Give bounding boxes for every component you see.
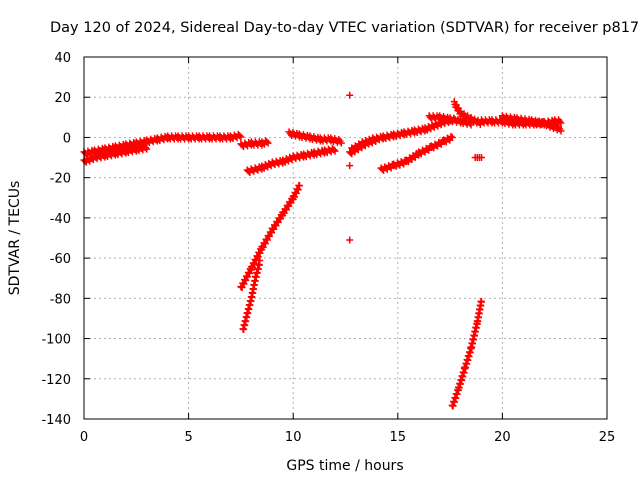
- y-tick-label: -80: [50, 292, 71, 307]
- data-point-0: [237, 133, 245, 141]
- grid-lines: [83, 56, 608, 420]
- y-tick-label: -60: [50, 252, 71, 267]
- data-point-1: [143, 145, 151, 153]
- chart-title: Day 120 of 2024, Sidereal Day-to-day VTE…: [50, 20, 639, 36]
- data-point-3: [331, 147, 339, 155]
- data-point-9: [448, 133, 456, 141]
- data-point-16: [346, 91, 354, 99]
- y-tick-label: -40: [50, 212, 71, 227]
- y-tick-label: 40: [54, 51, 71, 66]
- data-point-2: [263, 138, 271, 146]
- plot-frame: [83, 56, 608, 420]
- x-axis-label: GPS time / hours: [286, 458, 403, 474]
- data-point-6: [256, 257, 264, 265]
- x-tick-label: 5: [184, 430, 192, 445]
- data-point-15: [477, 154, 485, 162]
- data-point-1: [141, 144, 149, 152]
- tick-labels: 0 5 10 15 20 25 -140 -120 -100 -80 -60 -40 -20 0 20 40: [41, 51, 615, 445]
- y-tick-label: 20: [54, 91, 71, 106]
- data-point-4: [337, 139, 345, 147]
- data-point-3: [330, 146, 338, 154]
- y-axis-label: SDTVAR / TECUs: [7, 181, 23, 296]
- y-tick-label: -120: [41, 373, 71, 388]
- data-point-0: [236, 132, 244, 140]
- data-point-8: [372, 138, 380, 146]
- data-point-5: [295, 182, 303, 190]
- x-tick-label: 20: [494, 430, 511, 445]
- y-tick-label: -140: [41, 413, 71, 428]
- y-tick-label: -100: [41, 333, 71, 348]
- data-point-2: [264, 139, 272, 147]
- data-point-12: [557, 119, 565, 127]
- data-points: [80, 91, 565, 410]
- x-tick-label: 15: [390, 430, 407, 445]
- data-point-9: [447, 132, 455, 140]
- data-point-8: [373, 134, 381, 142]
- data-point-16: [346, 162, 354, 170]
- data-point-13: [557, 127, 565, 135]
- x-tick-label: 10: [285, 430, 302, 445]
- data-point-16: [346, 236, 354, 244]
- y-tick-label: 0: [63, 131, 71, 146]
- data-point-14: [477, 298, 485, 306]
- x-tick-label: 25: [599, 430, 616, 445]
- x-tick-label: 0: [80, 430, 88, 445]
- y-tick-label: -20: [50, 172, 71, 187]
